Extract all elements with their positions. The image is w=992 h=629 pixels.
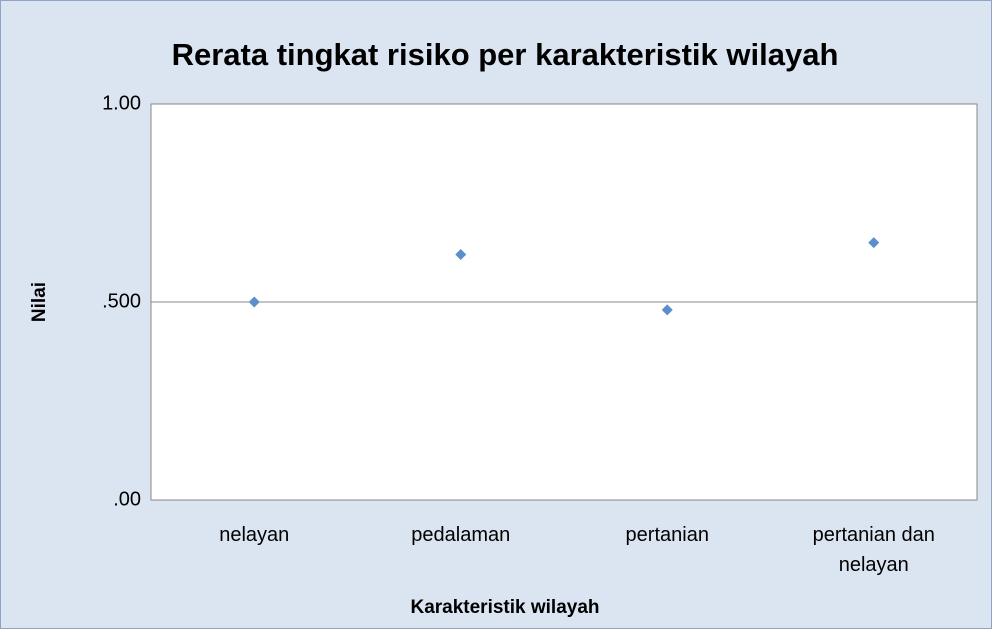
x-tick-label: pertanian <box>625 524 709 546</box>
x-tick-label: pedalaman <box>411 524 511 546</box>
data-point <box>868 237 880 249</box>
x-tick-label: pertanian dan nelayan <box>812 524 935 576</box>
x-tick-label-box: pertanian dan nelayan <box>812 524 935 576</box>
x-tick-label: nelayan <box>219 524 290 546</box>
y-axis-label: Nilai <box>29 282 50 322</box>
y-tick-label: 1.00 <box>102 92 141 114</box>
data-point <box>455 248 467 260</box>
y-tick-label: .500 <box>102 290 141 312</box>
x-tick-label-box: nelayan <box>219 524 290 546</box>
x-axis-label: Karakteristik wilayah <box>410 597 599 618</box>
chart-title: Rerata tingkat risiko per karakteristik … <box>172 37 839 72</box>
x-tick-label-box: pedalaman <box>411 524 511 546</box>
y-tick-label: .00 <box>113 488 141 510</box>
x-tick-label-box: pertanian <box>625 524 709 546</box>
data-point <box>248 296 260 308</box>
data-point <box>661 304 673 316</box>
